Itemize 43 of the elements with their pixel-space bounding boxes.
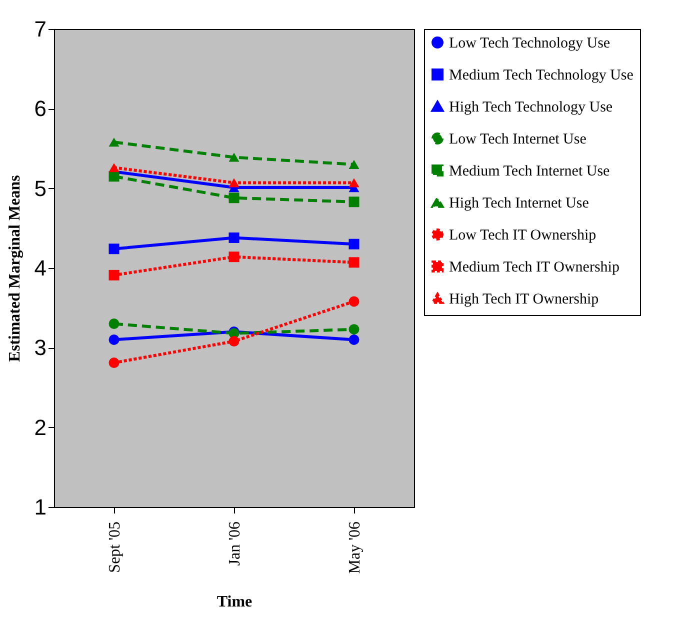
legend-label: High Tech Technology Use (449, 100, 613, 116)
point (228, 152, 240, 162)
y-tick-label: 4 (34, 256, 46, 280)
legend-label: Low Tech Technology Use (449, 36, 610, 52)
y-tick-label: 2 (34, 414, 46, 440)
point (348, 238, 360, 250)
x-tick-label: Jan '06 (226, 522, 244, 566)
legend-label: Medium Tech IT Ownership (449, 260, 620, 276)
y-tick-label: 3 (34, 335, 46, 360)
point (348, 257, 360, 268)
point (108, 163, 120, 172)
y-tick-label: 6 (34, 96, 46, 122)
point (228, 232, 240, 243)
x-axis-title: Time (216, 594, 252, 611)
y-tick-label: 1 (34, 494, 46, 520)
y-tick-label: 5 (34, 176, 46, 201)
x-tick-label: May '06 (346, 522, 364, 574)
x-tick-label: Sept '05 (106, 522, 124, 573)
y-axis-title: Estimated Marginal Means (6, 175, 24, 362)
point (348, 334, 360, 345)
point (348, 196, 360, 208)
point (348, 178, 360, 188)
point (108, 244, 120, 254)
legend-label: Medium Tech Internet Use (449, 164, 610, 180)
point (108, 318, 120, 329)
point (108, 358, 120, 368)
point (228, 336, 240, 347)
legend-label: Medium Tech Technology Use (449, 68, 634, 84)
point (108, 334, 120, 345)
legend-label: Low Tech IT Ownership (449, 228, 596, 244)
point (108, 270, 120, 280)
point (228, 252, 240, 262)
point (108, 171, 120, 182)
legend-label: High Tech Internet Use (449, 196, 590, 212)
legend-label: High Tech IT Ownership (449, 292, 599, 308)
point (348, 296, 360, 307)
point (348, 160, 360, 169)
point (348, 324, 360, 335)
y-tick-label: 7 (34, 16, 46, 42)
point (228, 192, 240, 204)
point (108, 138, 120, 147)
legend-label: Low Tech Internet Use (449, 132, 587, 148)
point (228, 178, 240, 188)
